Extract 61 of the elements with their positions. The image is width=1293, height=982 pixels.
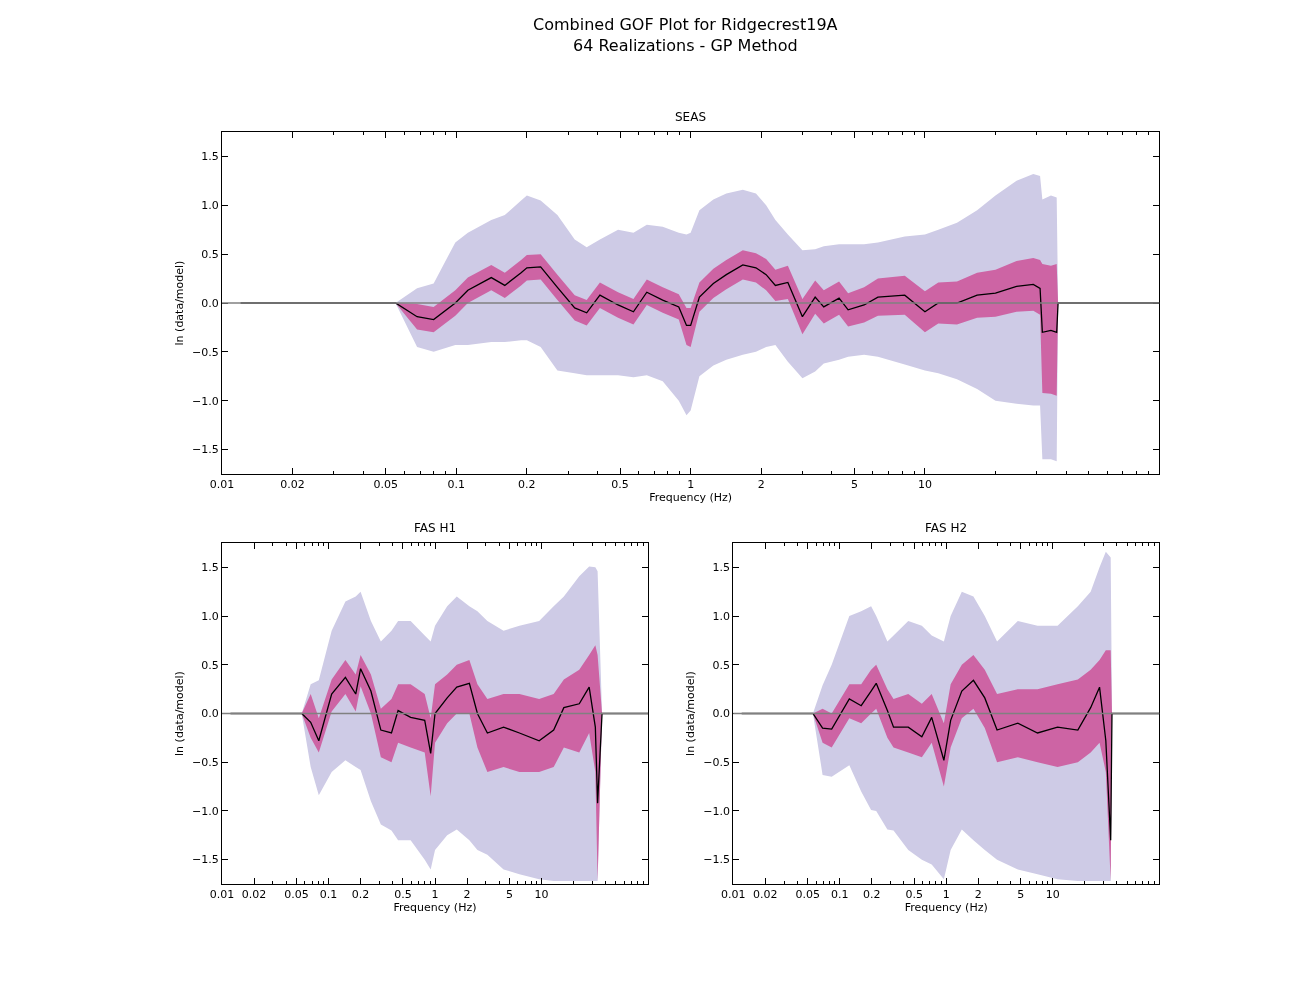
x-axis-title: Frequency (Hz)	[393, 901, 477, 915]
x-tick-label: 1	[431, 888, 439, 902]
y-tick-label: −1.0	[192, 804, 219, 818]
x-tick-label: 0.2	[863, 888, 881, 902]
y-tick-label: 0.5	[201, 247, 219, 261]
x-tick-label: 1	[942, 888, 950, 902]
x-tick-label: 0.05	[795, 888, 820, 902]
y-tick-label: −1.5	[703, 853, 731, 867]
y-axis-title: ln (data/model)	[683, 671, 697, 756]
chart-title: FAS H2	[925, 521, 968, 535]
x-tick-label: 1	[687, 478, 695, 492]
y-tick-label: 0.0	[201, 296, 219, 310]
x-tick-label: 0.1	[447, 478, 466, 492]
x-tick-label: 0.01	[209, 478, 235, 492]
chart-title: FAS H1	[414, 521, 457, 535]
x-tick-label: 2	[974, 888, 982, 902]
x-tick-label: 2	[757, 478, 765, 492]
y-tick-label: 1.0	[712, 609, 731, 623]
y-tick-label: −1.0	[192, 394, 219, 408]
x-tick-label: 0.5	[611, 478, 629, 492]
y-tick-label: 1.5	[201, 150, 219, 164]
x-tick-label: 0.2	[351, 888, 370, 902]
x-axis-title: Frequency (Hz)	[649, 491, 733, 505]
y-tick-label: −1.5	[192, 443, 219, 457]
x-axis-title: Frequency (Hz)	[904, 901, 988, 915]
x-tick-label: 0.01	[209, 888, 235, 902]
x-tick-label: 5	[1017, 888, 1025, 902]
x-tick-label: 2	[463, 888, 471, 902]
y-tick-label: 1.5	[201, 561, 219, 575]
x-tick-label: 0.01	[720, 888, 746, 902]
y-tick-label: 0.5	[712, 658, 731, 672]
y-axis-title: ln (data/model)	[172, 260, 186, 346]
chart-title: Combined GOF Plot for Ridgecrest19A 64 Realizations - GP Method	[533, 15, 838, 55]
x-tick-label: 0.02	[280, 478, 305, 492]
y-tick-label: 0.0	[201, 707, 219, 721]
x-tick-label: 0.05	[373, 478, 399, 492]
y-axis-title: ln (data/model)	[172, 671, 186, 756]
y-tick-label: 1.0	[201, 199, 219, 213]
y-tick-label: −0.5	[192, 756, 219, 770]
x-tick-label: 10	[1045, 888, 1060, 902]
x-tick-label: 5	[850, 478, 858, 492]
x-tick-label: 0.2	[518, 478, 536, 492]
x-tick-label: 0.02	[241, 888, 267, 902]
y-tick-label: 0.0	[712, 707, 731, 721]
x-tick-label: 0.1	[319, 888, 338, 902]
x-tick-label: 10	[534, 888, 549, 902]
y-tick-label: 1.0	[201, 609, 219, 623]
x-tick-label: 0.02	[753, 888, 778, 902]
chart-subtitle: SEAS	[675, 110, 707, 124]
y-tick-label: 1.5	[712, 561, 731, 575]
x-tick-label: 0.05	[284, 888, 309, 902]
x-tick-label: 5	[505, 888, 513, 902]
y-tick-label: −1.5	[192, 853, 219, 867]
x-tick-label: 0.5	[905, 888, 923, 902]
x-tick-label: 0.5	[394, 888, 412, 902]
y-tick-label: −0.5	[703, 756, 731, 770]
y-tick-label: 0.5	[201, 658, 219, 672]
x-tick-label: 0.1	[830, 888, 849, 902]
y-tick-label: −1.0	[703, 804, 731, 818]
y-tick-label: −0.5	[192, 345, 219, 359]
x-tick-label: 10	[917, 478, 932, 492]
